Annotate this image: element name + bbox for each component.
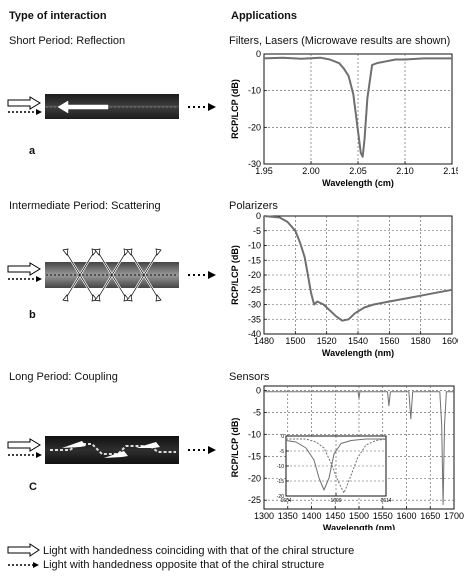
y-tick-label: 0 [256,385,261,395]
x-tick-label: 1450 [325,511,345,521]
x-tick-label: 1614 [380,498,391,504]
x-tick-label: 1604 [280,498,291,504]
y-tick-label: -5 [253,407,261,417]
schematic-long-period [7,436,216,464]
chart-reflection: 1.95 2.00 2.05 2.10 2.15 0 -10 -20 -30 Wavelength… [230,49,458,188]
series-line [263,215,453,322]
x-axis-title: Wavelength (nm) [323,523,395,530]
x-tick-label: 1550 [373,511,393,521]
legend-coinciding-text: Light with handedness coinciding with th… [43,545,355,557]
y-tick-label: -20 [248,270,261,280]
opposite-light-arrow-icon [36,276,42,282]
panel-letter-c: C [29,481,37,493]
opposite-light-arrow-icon [36,109,42,115]
y-axis-title: RCP/LCP (dB) [230,245,240,305]
right-column-header: Applications [231,10,298,22]
transmitted-light-arrow-icon [208,271,216,279]
series-line [263,56,452,158]
y-tick-label: -25 [248,495,261,505]
y-tick-label: -20 [248,473,261,483]
coupling-arrow-icon [104,451,128,458]
y-tick-label: -15 [248,451,261,461]
x-tick-label: 2.05 [349,166,367,176]
y-tick-label: -30 [248,300,261,310]
y-tick-label: -40 [248,329,261,339]
x-tick-label: 2.00 [302,166,320,176]
y-tick-label: -5 [280,449,285,455]
y-tick-label: -10 [248,241,261,251]
y-tick-label: -25 [248,285,261,295]
x-tick-label: 1400 [301,511,321,521]
incident-light-arrow-icon [7,438,41,452]
panel-letter-a: a [29,145,36,157]
coupling-arrow-icon [136,442,160,448]
chart-coupling: 1300 1350 1400 1450 1500 1550 1600 1650 17000-5-… [230,385,464,530]
x-tick-label: 1560 [379,336,399,346]
x-axis-title: Wavelength (cm) [322,178,394,188]
y-tick-label: -10 [248,86,261,96]
application-label-sensors: Sensors [229,371,270,383]
x-tick-label: 1700 [444,511,464,521]
y-tick-label: -20 [277,494,284,500]
x-tick-label: 1650 [420,511,440,521]
schematic-intermediate-period [7,248,216,302]
y-tick-label: -15 [277,479,284,485]
incident-light-arrow-icon [7,96,41,110]
y-tick-label: 0 [256,211,261,221]
incident-light-arrow-icon [7,262,41,276]
x-tick-label: 1609 [330,498,341,504]
coupling-arrow-icon [62,441,86,448]
chart-scattering: 1480 1500 1520 1540 1560 1580 1600 0 -5 -10 -15 -20… [230,211,458,358]
coinciding-light-arrow-icon [7,543,40,557]
transmitted-light-arrow-icon [208,446,216,454]
period-label-intermediate: Intermediate Period: Scattering [9,200,161,212]
x-tick-label: 1500 [349,511,369,521]
inset-chart: 1604 1609 1614 0 -5 -10 -15 -20 [277,434,392,504]
period-label-long: Long Period: Coupling [9,371,118,383]
series-line [285,438,386,491]
plot-area [263,215,453,335]
x-tick-label: 1.95 [255,166,273,176]
x-tick-label: 1580 [411,336,431,346]
x-tick-label: 1600 [396,511,416,521]
left-column-header: Type of interaction [9,10,107,22]
x-tick-label: 1600 [442,336,458,346]
y-tick-label: -10 [277,464,284,470]
y-tick-label: -5 [253,226,261,236]
x-tick-label: 1500 [285,336,305,346]
x-axis-title: Wavelength (nm) [322,348,394,358]
panel-letter-b: b [29,309,36,321]
y-tick-label: -35 [248,314,261,324]
plot-frame [263,53,453,165]
opposite-light-arrow-icon [33,562,39,568]
application-label-filters: Filters, Lasers (Microwave results are s… [229,35,451,47]
x-tick-label: 1480 [254,336,274,346]
x-tick-label: 2.15 [443,166,458,176]
y-tick-label: 0 [281,434,284,440]
reflected-light-arrow-icon [57,100,109,114]
plot-area [263,53,453,165]
legend-opposite-text: Light with handedness opposite that of t… [43,559,325,571]
x-tick-label: 1300 [254,511,274,521]
y-tick-label: 0 [256,49,261,59]
x-tick-label: 1520 [317,336,337,346]
x-tick-label: 2.10 [396,166,414,176]
y-tick-label: -10 [248,429,261,439]
series-line [286,438,387,494]
application-label-polarizers: Polarizers [229,200,278,212]
opposite-light-arrow-icon [36,452,42,458]
y-tick-label: -15 [248,255,261,265]
x-tick-label: 1350 [278,511,298,521]
series-line [264,391,454,506]
y-axis-title: RCP/LCP (dB) [230,79,240,139]
y-tick-label: -30 [248,159,261,169]
y-tick-label: -20 [248,122,261,132]
schematic-short-period [7,94,216,119]
legend-symbols [7,543,40,568]
period-label-short: Short Period: Reflection [9,35,126,47]
x-tick-label: 1540 [348,336,368,346]
transmitted-light-arrow-icon [208,103,216,111]
y-axis-title: RCP/LCP (dB) [230,418,240,478]
